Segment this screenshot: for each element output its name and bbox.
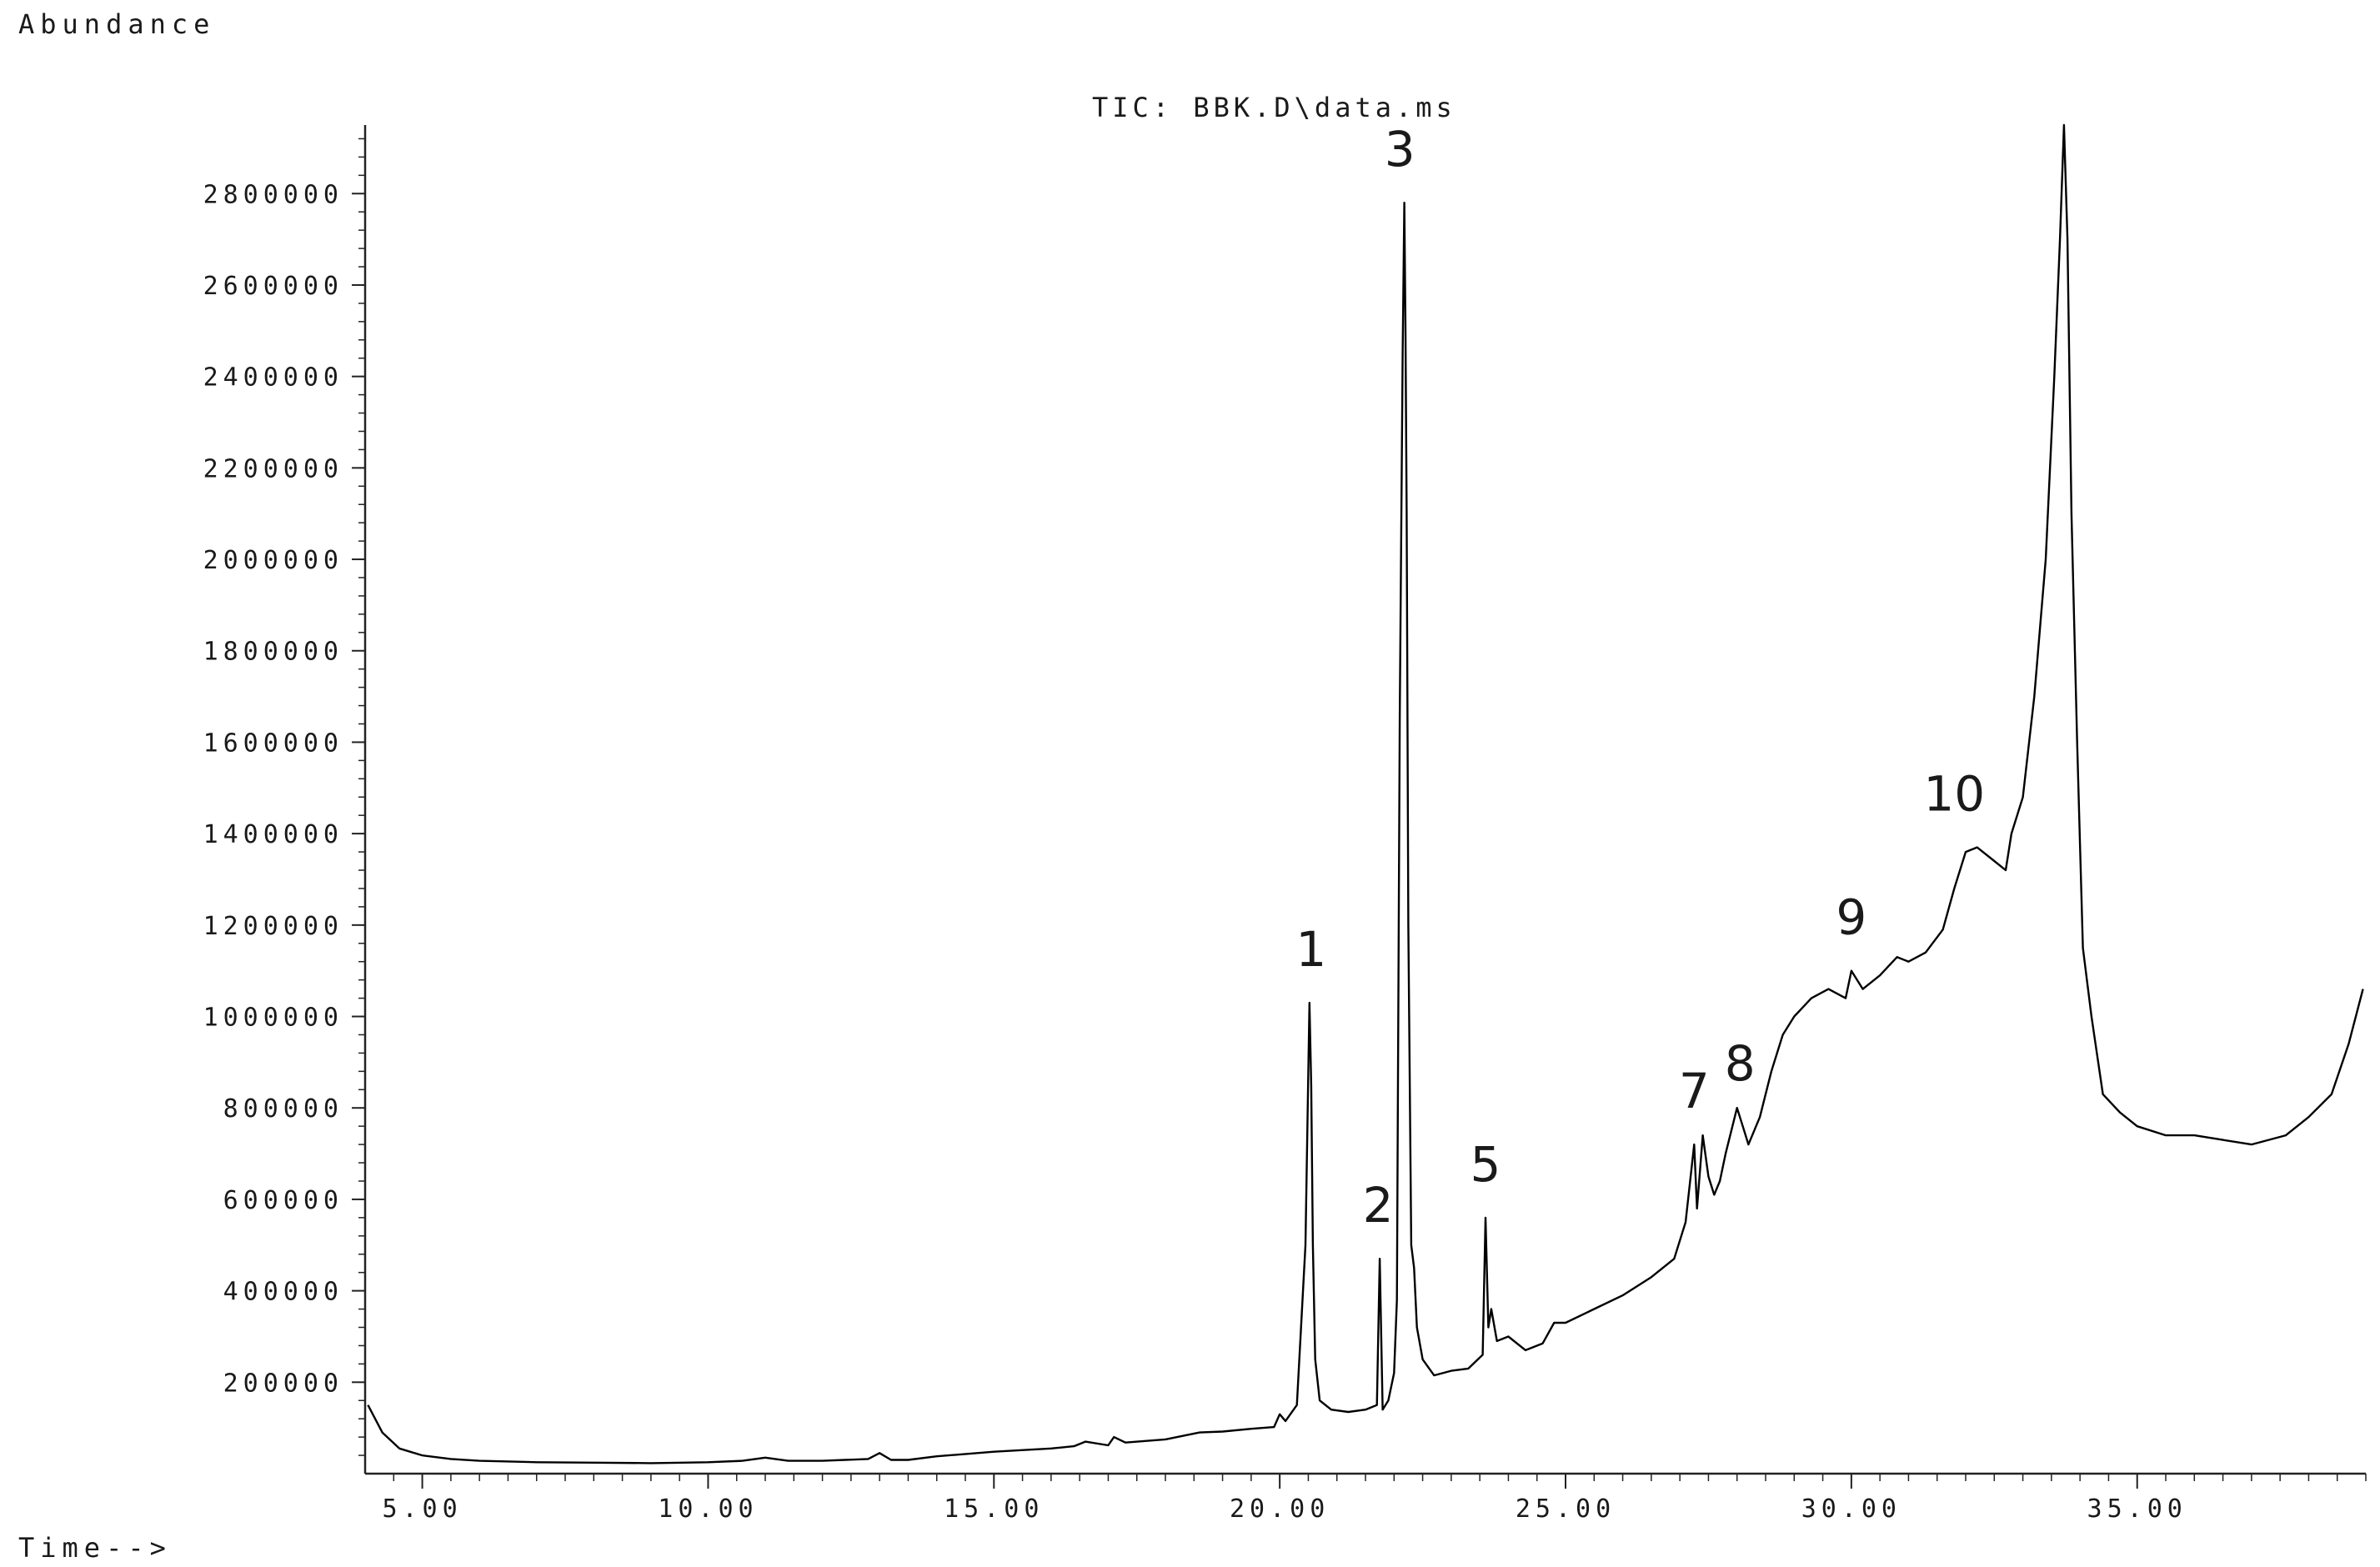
x-tick-label: 20.00 — [1230, 1494, 1330, 1524]
y-tick-label: 2600000 — [203, 272, 343, 301]
x-tick-label: 25.00 — [1516, 1494, 1616, 1524]
x-axis-label: Time--> — [18, 1532, 172, 1564]
x-tick-label: 30.00 — [1801, 1494, 1901, 1524]
y-tick-label: 2200000 — [203, 454, 343, 483]
y-tick-label: 1200000 — [203, 912, 343, 941]
peak-label: 3 — [1385, 121, 1415, 178]
y-axis-label: Abundance — [18, 8, 215, 40]
peak-label: 2 — [1363, 1177, 1394, 1234]
series-line — [367, 123, 2364, 1464]
y-tick-label: 200000 — [223, 1369, 343, 1398]
y-tick-label: 800000 — [223, 1094, 343, 1124]
peak-label: 1 — [1295, 921, 1326, 978]
peak-label: 9 — [1836, 889, 1866, 946]
y-tick-label: 600000 — [223, 1186, 343, 1215]
y-tick-label: 1800000 — [203, 638, 343, 667]
chart-title: TIC: BBK.D\data.ms — [1092, 92, 1456, 123]
peak-label: 10 — [1923, 766, 1985, 823]
axes: 200000 400000 600000 800000 1000000 1200000 14… — [203, 125, 2367, 1524]
peak-label: 8 — [1725, 1035, 1756, 1092]
peak-label: 5 — [1471, 1136, 1501, 1193]
peak-label: 7 — [1679, 1063, 1710, 1119]
x-tick-label: 15.00 — [944, 1494, 1044, 1524]
x-tick-label: 5.00 — [382, 1494, 462, 1524]
y-tick-label: 1400000 — [203, 820, 343, 849]
x-tick-label: 10.00 — [658, 1494, 758, 1524]
peak-labels: 1 2 3 5 7 8 9 10 — [1295, 121, 1985, 1234]
y-tick-label: 2000000 — [203, 546, 343, 575]
y-tick-label: 1000000 — [203, 1004, 343, 1033]
y-tick-label: 2800000 — [203, 180, 343, 209]
y-tick-label: 2400000 — [203, 363, 343, 393]
y-tick-label: 1600000 — [203, 728, 343, 758]
plot-area — [367, 123, 2364, 1464]
x-tick-label: 35.00 — [2087, 1494, 2187, 1524]
y-tick-label: 400000 — [223, 1278, 343, 1307]
